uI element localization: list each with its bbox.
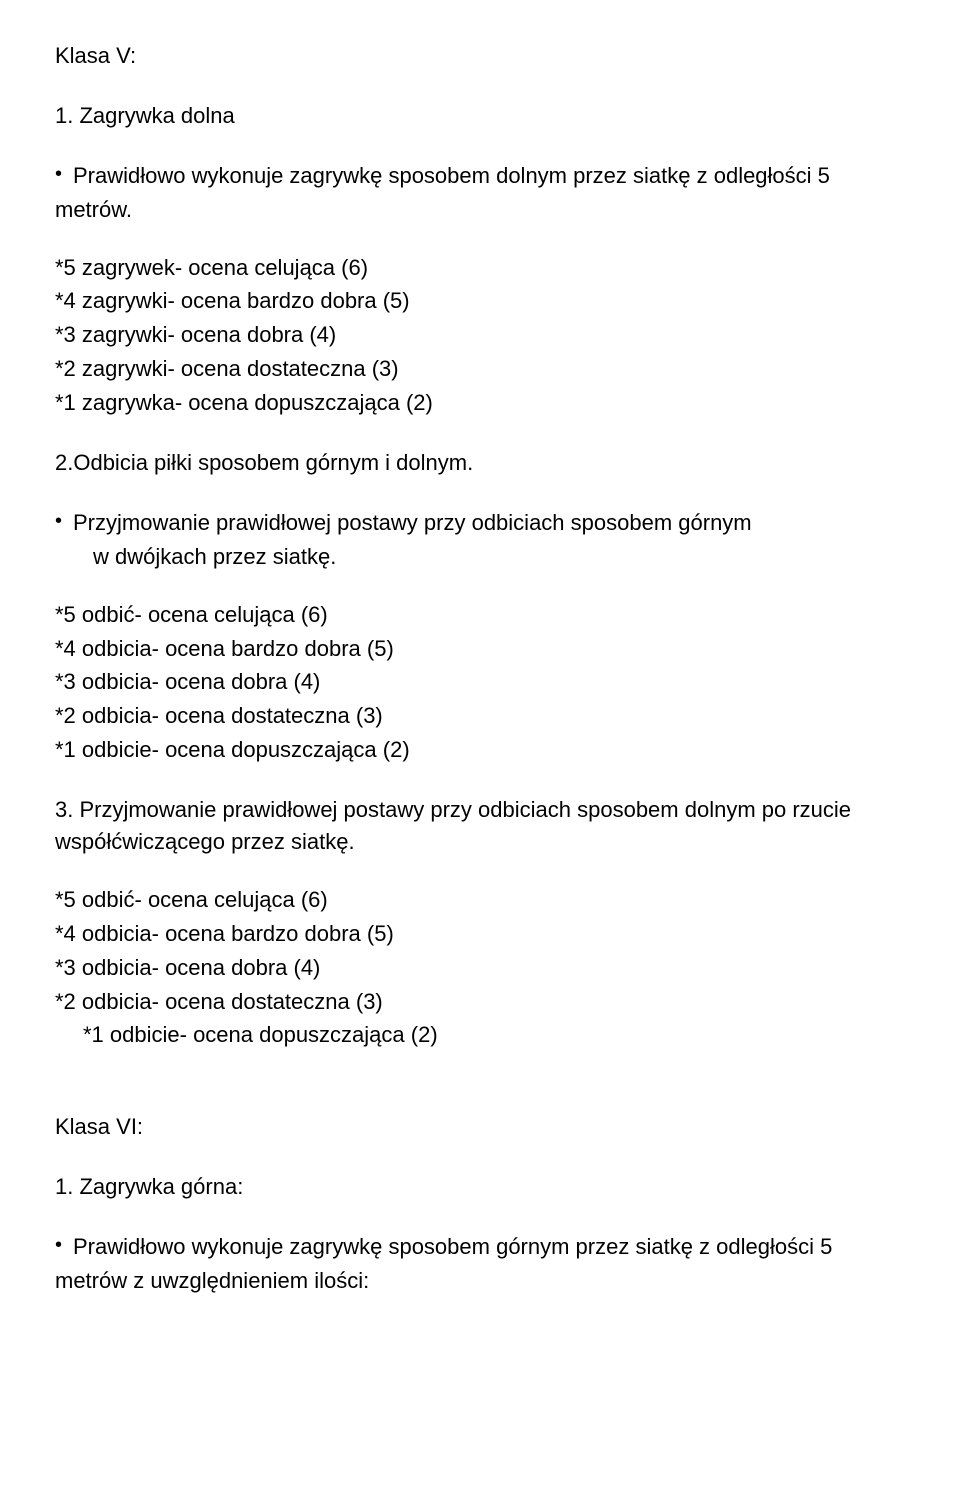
grading-line: *2 odbicia- ocena dostateczna (3) <box>55 700 905 732</box>
item1-desc: • Prawidłowo wykonuje zagrywkę sposobem … <box>55 160 905 192</box>
grading-line: *1 odbicie- ocena dopuszczająca (2) <box>55 1019 905 1051</box>
grading-line: *3 odbicia- ocena dobra (4) <box>55 666 905 698</box>
grading-line: *4 odbicia- ocena bardzo dobra (5) <box>55 633 905 665</box>
grading-line: *1 odbicie- ocena dopuszczająca (2) <box>55 734 905 766</box>
grading-line: *5 zagrywek- ocena celująca (6) <box>55 252 905 284</box>
vi-item1-desc-cont: metrów z uwzględnieniem ilości: <box>55 1265 905 1297</box>
grading-line: *4 odbicia- ocena bardzo dobra (5) <box>55 918 905 950</box>
item3-heading-cont: współćwiczącego przez siatkę. <box>55 826 905 858</box>
item2-desc-cont: w dwójkach przez siatkę. <box>55 541 905 573</box>
bullet-icon: • <box>55 1231 73 1260</box>
grading-line: *1 zagrywka- ocena dopuszczająca (2) <box>55 387 905 419</box>
grading-line: *5 odbić- ocena celująca (6) <box>55 599 905 631</box>
grading-line: *5 odbić- ocena celująca (6) <box>55 884 905 916</box>
item2-grading: *5 odbić- ocena celująca (6) *4 odbicia-… <box>55 599 905 766</box>
item2-desc-text: Przyjmowanie prawidłowej postawy przy od… <box>73 507 752 539</box>
grading-line: *4 zagrywki- ocena bardzo dobra (5) <box>55 285 905 317</box>
item3-grading: *5 odbić- ocena celująca (6) *4 odbicia-… <box>55 884 905 1051</box>
vi-item1-desc: • Prawidłowo wykonuje zagrywkę sposobem … <box>55 1231 905 1263</box>
item1-grading: *5 zagrywek- ocena celująca (6) *4 zagry… <box>55 252 905 419</box>
item2-heading: 2.Odbicia piłki sposobem górnym i dolnym… <box>55 447 905 479</box>
klasa-v-title: Klasa V: <box>55 40 905 72</box>
item1-desc-cont: metrów. <box>55 194 905 226</box>
vi-item1-heading: 1. Zagrywka górna: <box>55 1171 905 1203</box>
grading-line: *3 odbicia- ocena dobra (4) <box>55 952 905 984</box>
item1-heading: 1. Zagrywka dolna <box>55 100 905 132</box>
item2-desc: • Przyjmowanie prawidłowej postawy przy … <box>55 507 905 539</box>
grading-line: *3 zagrywki- ocena dobra (4) <box>55 319 905 351</box>
item3-heading: 3. Przyjmowanie prawidłowej postawy przy… <box>55 794 905 826</box>
item1-desc-text: Prawidłowo wykonuje zagrywkę sposobem do… <box>73 160 830 192</box>
grading-line: *2 odbicia- ocena dostateczna (3) <box>55 986 905 1018</box>
bullet-icon: • <box>55 507 73 536</box>
grading-line: *2 zagrywki- ocena dostateczna (3) <box>55 353 905 385</box>
vi-item1-desc-text: Prawidłowo wykonuje zagrywkę sposobem gó… <box>73 1231 832 1263</box>
bullet-icon: • <box>55 160 73 189</box>
klasa-vi-title: Klasa VI: <box>55 1111 905 1143</box>
